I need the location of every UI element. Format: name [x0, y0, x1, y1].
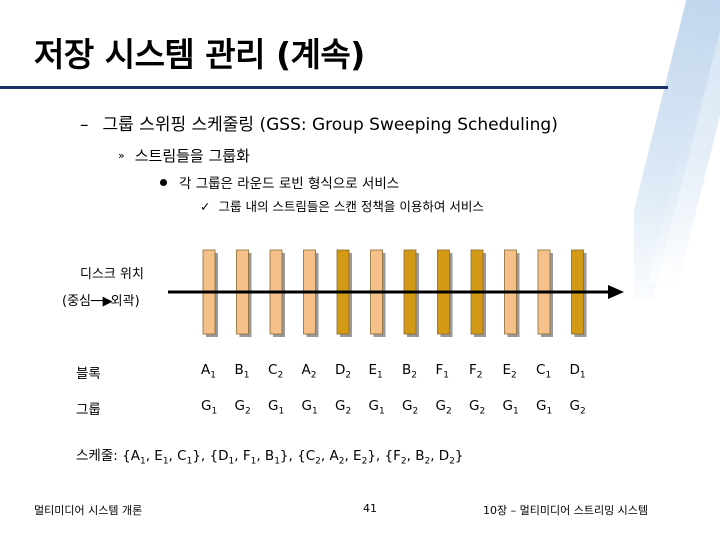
disk-direction-center: (중심 — [62, 294, 91, 309]
block-cell: F2 — [469, 362, 483, 381]
group-cell: G1 — [536, 398, 553, 417]
group-cell: G2 — [569, 398, 586, 417]
title-underline — [0, 86, 668, 89]
block-cell: C1 — [536, 362, 552, 381]
disk-position-label: 디스크 위치 — [80, 267, 144, 282]
bullet-level2-text: 스트림들을 그룹화 — [134, 147, 250, 165]
bullet-dash: – — [80, 115, 89, 135]
schedule-group: {A1, E1, C1} — [122, 448, 201, 467]
schedule-label: 스케줄: — [76, 448, 118, 464]
schedule-group: {C2, A2, E2} — [297, 448, 376, 467]
group-cell: G1 — [301, 398, 318, 417]
footer-page-number: 41 — [363, 502, 377, 515]
schedule-group: {F2, B2, D2} — [384, 448, 464, 467]
block-cell: C2 — [268, 362, 284, 381]
row-label-block: 블록 — [76, 366, 101, 382]
schedule-line: 스케줄: {A1, E1, C1}, {D1, F1, B1}, {C2, A2… — [76, 444, 464, 467]
block-cell: A1 — [201, 362, 216, 381]
group-cell: G1 — [368, 398, 385, 417]
block-cell: F1 — [435, 362, 450, 381]
group-cell: G1 — [268, 398, 285, 417]
row-label-group: 그룹 — [76, 402, 101, 418]
bullet-level1-text: 그룹 스위핑 스케줄링 (GSS: Group Sweeping Schedul… — [102, 115, 558, 135]
block-cell: B2 — [402, 362, 417, 381]
schedule-group: {D1, F1, B1} — [209, 448, 289, 467]
bullet-level3-text: 각 그룹은 라운드 로빈 형식으로 서비스 — [179, 176, 400, 192]
group-cell: G2 — [335, 398, 352, 417]
block-cell: B1 — [234, 362, 250, 381]
schedule-sequence: {A1, E1, C1}, {D1, F1, B1}, {C2, A2, E2}… — [122, 448, 464, 467]
footer-course-title: 멀티미디어 시스템 개론 — [34, 504, 143, 517]
bullet-level4-text: 그룹 내의 스트림들은 스캔 정책을 이용하여 서비스 — [218, 199, 484, 214]
page-title: 저장 시스템 관리 (계속) — [34, 35, 365, 74]
block-cell: E1 — [368, 362, 383, 381]
block-cell: E2 — [502, 362, 517, 381]
group-cell: G1 — [502, 398, 519, 417]
arrow-right-icon: ──▶ — [91, 294, 113, 309]
group-cell: G2 — [435, 398, 452, 417]
bullet-dot-icon — [160, 179, 167, 186]
bullet-level2: » 스트림들을 그룹화 — [118, 145, 250, 166]
group-cell: G2 — [234, 398, 251, 417]
bullet-level3: 각 그룹은 라운드 로빈 형식으로 서비스 — [160, 172, 399, 192]
block-cell: A2 — [301, 362, 317, 381]
bullet-chevron: » — [118, 149, 125, 162]
group-cell: G1 — [201, 398, 218, 417]
block-cell: D1 — [569, 362, 586, 381]
block-cell: D2 — [335, 362, 352, 381]
arrow-head-icon — [608, 285, 624, 299]
bullet-level4: ✓ 그룹 내의 스트림들은 스캔 정책을 이용하여 서비스 — [200, 196, 484, 215]
footer-chapter-title: 10장 – 멀티미디어 스트리밍 시스템 — [483, 504, 649, 517]
group-cell: G2 — [402, 398, 419, 417]
disk-direction-label: (중심──▶외곽) — [62, 290, 140, 309]
group-cell: G2 — [469, 398, 486, 417]
checkmark-icon: ✓ — [200, 199, 211, 214]
bullet-level1: – 그룹 스위핑 스케줄링 (GSS: Group Sweeping Schedu… — [80, 110, 558, 135]
disk-direction-outer: 외곽) — [110, 294, 140, 309]
